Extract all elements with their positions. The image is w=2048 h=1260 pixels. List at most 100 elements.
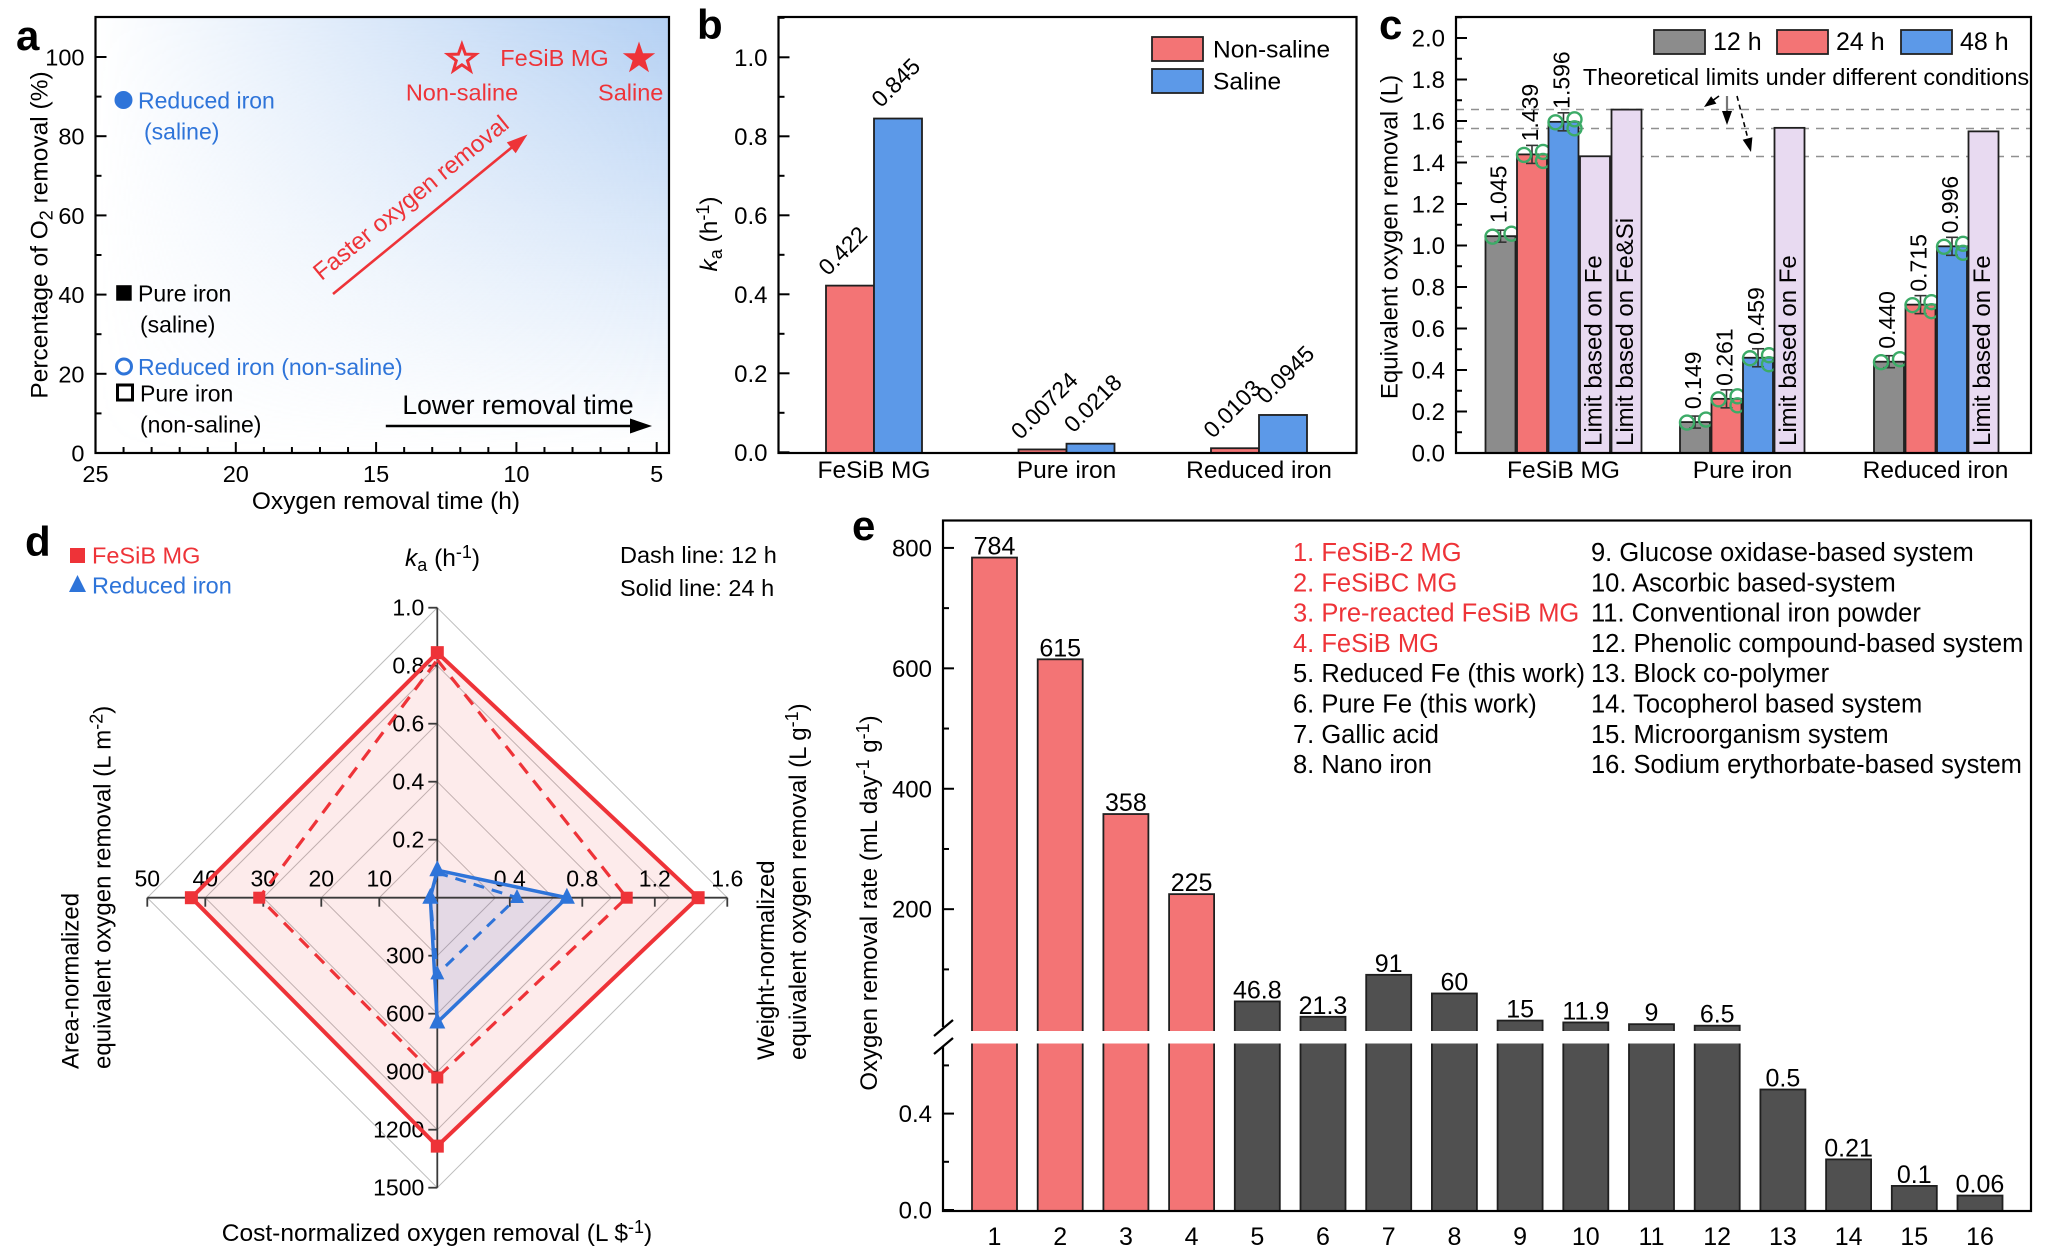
svg-text:Oxygen removal time (h): Oxygen removal time (h)	[252, 488, 520, 515]
svg-text:0.8: 0.8	[566, 866, 598, 892]
svg-text:FeSiB MG: FeSiB MG	[500, 45, 608, 71]
svg-text:0.21: 0.21	[1824, 1134, 1873, 1162]
svg-text:100: 100	[45, 45, 84, 71]
svg-text:60: 60	[58, 203, 84, 229]
svg-text:0.2: 0.2	[1412, 399, 1445, 426]
svg-text:Equivalent oxygen removal (L): Equivalent oxygen removal (L)	[1377, 75, 1404, 399]
svg-text:Reduced iron: Reduced iron	[1186, 457, 1332, 484]
svg-text:b: b	[697, 1, 723, 48]
svg-text:20: 20	[58, 361, 84, 387]
svg-text:91: 91	[1375, 950, 1403, 978]
svg-text:0.5: 0.5	[1766, 1065, 1801, 1093]
svg-text:615: 615	[1039, 634, 1081, 662]
svg-text:0.4: 0.4	[734, 282, 767, 309]
svg-text:Solid line: 24 h: Solid line: 24 h	[620, 575, 774, 601]
svg-text:0.149: 0.149	[1680, 352, 1706, 410]
svg-text:0.1: 0.1	[1897, 1161, 1932, 1189]
svg-text:Limit based on Fe: Limit based on Fe	[1581, 255, 1608, 446]
svg-text:25: 25	[82, 461, 108, 487]
svg-text:2. FeSiBC MG: 2. FeSiBC MG	[1293, 569, 1457, 597]
svg-text:1.045: 1.045	[1486, 166, 1512, 224]
svg-text:1.6: 1.6	[711, 866, 743, 892]
svg-text:Pure iron: Pure iron	[140, 381, 233, 407]
svg-text:13: 13	[1769, 1223, 1797, 1251]
svg-text:9: 9	[1513, 1223, 1527, 1251]
svg-text:Pure iron: Pure iron	[138, 281, 231, 307]
svg-text:0.6: 0.6	[1412, 316, 1445, 343]
svg-text:1200: 1200	[373, 1117, 424, 1143]
svg-text:1.439: 1.439	[1517, 84, 1543, 142]
svg-text:0.8: 0.8	[1412, 275, 1445, 302]
svg-text:40: 40	[58, 282, 84, 308]
svg-text:15: 15	[1900, 1223, 1928, 1251]
svg-text:300: 300	[386, 943, 424, 969]
svg-text:4. FeSiB MG: 4. FeSiB MG	[1293, 630, 1439, 658]
svg-text:24 h: 24 h	[1836, 28, 1885, 56]
svg-text:6. Pure Fe (this work): 6. Pure Fe (this work)	[1293, 691, 1537, 719]
svg-text:1.2: 1.2	[639, 866, 671, 892]
svg-text:800: 800	[892, 535, 932, 562]
svg-text:10. Ascorbic based-system: 10. Ascorbic based-system	[1591, 569, 1896, 597]
svg-text:ka (h-1): ka (h-1)	[693, 196, 726, 271]
svg-text:0.440: 0.440	[1874, 291, 1900, 349]
svg-text:9. Glucose oxidase-based syste: 9. Glucose oxidase-based system	[1591, 539, 1974, 567]
svg-text:13. Block co-polymer: 13. Block co-polymer	[1591, 660, 1830, 688]
svg-text:900: 900	[386, 1059, 424, 1085]
svg-text:Non-saline: Non-saline	[406, 80, 518, 106]
svg-text:200: 200	[892, 897, 932, 924]
svg-text:Cost-normalized oxygen removal: Cost-normalized oxygen removal (L $-1)	[222, 1217, 652, 1247]
svg-text:14. Tocopherol based system: 14. Tocopherol based system	[1591, 691, 1922, 719]
svg-text:Percentage of O2 removal (%): Percentage of O2 removal (%)	[27, 71, 57, 398]
svg-text:Limit based on Fe: Limit based on Fe	[1775, 255, 1802, 446]
svg-text:0.06: 0.06	[1956, 1171, 2005, 1199]
svg-text:Weight-normalized: Weight-normalized	[753, 860, 780, 1060]
svg-text:0: 0	[71, 441, 84, 467]
svg-text:c: c	[1379, 1, 1402, 48]
svg-text:ka (h-1): ka (h-1)	[405, 542, 480, 575]
svg-text:20: 20	[309, 866, 335, 892]
svg-text:1.0: 1.0	[392, 595, 424, 621]
svg-text:9: 9	[1645, 999, 1659, 1027]
svg-text:0.715: 0.715	[1906, 234, 1932, 292]
svg-text:1.596: 1.596	[1549, 51, 1575, 109]
svg-text:20: 20	[223, 461, 249, 487]
svg-text:21.3: 21.3	[1299, 992, 1348, 1020]
svg-text:Saline: Saline	[1213, 69, 1281, 96]
svg-text:equivalent oxygen removal (L m: equivalent oxygen removal (L m-2)	[87, 706, 117, 1069]
svg-text:0.261: 0.261	[1712, 328, 1738, 386]
svg-text:5. Reduced Fe (this work): 5. Reduced Fe (this work)	[1293, 660, 1585, 688]
svg-text:600: 600	[892, 656, 932, 683]
svg-text:8. Nano iron: 8. Nano iron	[1293, 751, 1432, 779]
svg-text:12: 12	[1703, 1223, 1731, 1251]
svg-text:784: 784	[974, 533, 1016, 561]
svg-text:FeSiB MG: FeSiB MG	[92, 543, 200, 569]
svg-text:80: 80	[58, 124, 84, 150]
svg-text:1. FeSiB-2 MG: 1. FeSiB-2 MG	[1293, 539, 1462, 567]
svg-text:Pure iron: Pure iron	[1017, 457, 1116, 484]
svg-text:Lower removal time: Lower removal time	[402, 390, 633, 420]
svg-text:358: 358	[1105, 789, 1147, 817]
svg-text:16. Sodium erythorbate-based s: 16. Sodium erythorbate-based system	[1591, 751, 2022, 779]
svg-text:Dash line: 12 h: Dash line: 12 h	[620, 542, 777, 568]
svg-text:(saline): (saline)	[140, 312, 215, 338]
svg-text:Reduced iron: Reduced iron	[92, 573, 232, 599]
svg-text:0.0: 0.0	[734, 440, 767, 467]
svg-text:1.4: 1.4	[1412, 150, 1445, 177]
svg-text:1.8: 1.8	[1412, 67, 1445, 94]
svg-text:46.8: 46.8	[1233, 976, 1282, 1004]
svg-text:7: 7	[1382, 1223, 1396, 1251]
svg-text:12 h: 12 h	[1713, 28, 1762, 56]
svg-text:Reduced iron (non-saline): Reduced iron (non-saline)	[138, 354, 403, 380]
svg-text:Non-saline: Non-saline	[1213, 37, 1330, 64]
svg-text:FeSiB MG: FeSiB MG	[1507, 457, 1620, 484]
svg-text:5: 5	[1250, 1223, 1264, 1251]
svg-text:1.0: 1.0	[1412, 233, 1445, 260]
svg-text:(saline): (saline)	[144, 119, 219, 145]
svg-text:11: 11	[1639, 1223, 1665, 1251]
svg-text:10: 10	[503, 461, 529, 487]
svg-text:(non-saline): (non-saline)	[140, 412, 261, 438]
svg-text:Limit based on Fe: Limit based on Fe	[1969, 255, 1996, 446]
svg-text:0.8: 0.8	[734, 124, 767, 151]
svg-text:7. Gallic acid: 7. Gallic acid	[1293, 721, 1439, 749]
svg-text:Pure iron: Pure iron	[1693, 457, 1792, 484]
